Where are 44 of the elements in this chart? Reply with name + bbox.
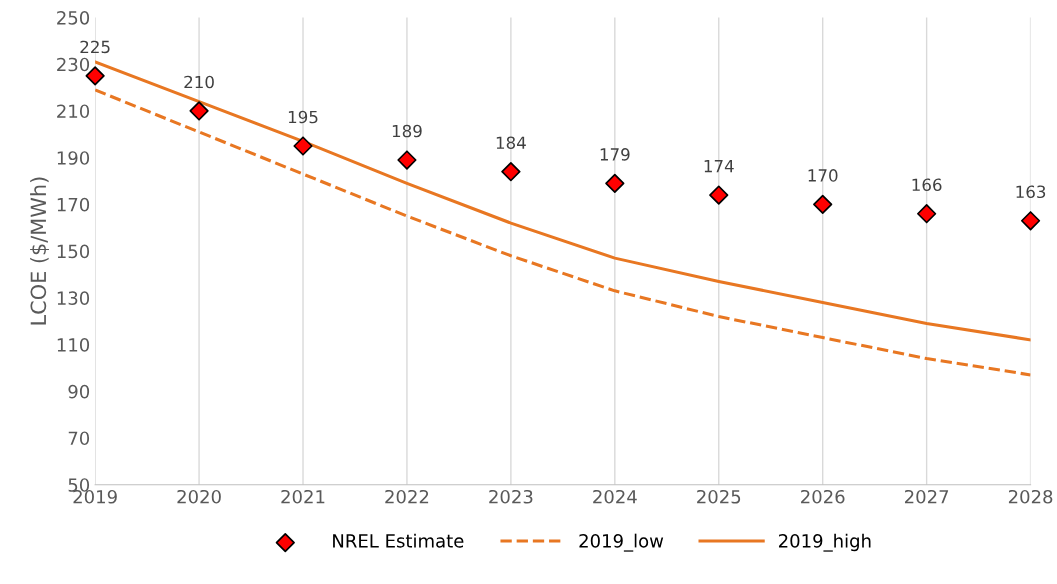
- data-label: 210: [184, 75, 214, 89]
- data-label: 225: [80, 40, 110, 54]
- y-axis-title: LCOE ($/MWh): [30, 177, 49, 325]
- x-tick-label: 2020: [177, 489, 221, 504]
- x-tick-label: 2027: [904, 489, 949, 504]
- data-label: 195: [288, 110, 318, 124]
- point: [605, 173, 625, 193]
- x-tick-label: 2023: [489, 489, 533, 504]
- x-tick-label: 2025: [697, 489, 741, 504]
- y-tick-label: 150: [57, 244, 90, 259]
- data-label: 174: [704, 159, 734, 173]
- y-tick-label: 250: [57, 10, 90, 25]
- x-tick-label: 2021: [281, 489, 325, 504]
- data-label: 189: [392, 124, 422, 138]
- data-label: 163: [1016, 185, 1046, 199]
- data-label: 170: [808, 169, 838, 182]
- data-label: 166: [912, 178, 942, 192]
- x-tick-label: 2019: [73, 489, 117, 504]
- legend-label: 2019_low: [579, 533, 664, 552]
- y-tick-label: 110: [57, 338, 90, 352]
- point: [917, 204, 937, 224]
- y-tick-label: 50: [68, 478, 90, 492]
- y-tick-label: 170: [57, 197, 90, 212]
- x-tick-label: 2024: [593, 489, 637, 504]
- y-tick-label: 230: [57, 57, 90, 72]
- legend-label: NREL Estimate: [333, 533, 464, 548]
- y-tick-label: 70: [68, 431, 90, 446]
- y-tick-label: 130: [57, 291, 90, 305]
- point: [709, 185, 729, 205]
- point: [1020, 211, 1041, 231]
- x-tick-label: 2026: [801, 489, 845, 504]
- point: [813, 194, 833, 215]
- point: [189, 101, 209, 121]
- data-label: 179: [600, 148, 630, 161]
- point: [397, 150, 417, 170]
- data-label: 184: [496, 136, 526, 150]
- x-tick-label: 2022: [385, 489, 429, 504]
- x-tick-label: 2028: [1008, 489, 1053, 504]
- y-tick-label: 90: [68, 384, 90, 399]
- y-tick-label: 210: [57, 104, 90, 119]
- legend-label: 2019_high: [778, 533, 871, 552]
- point: [293, 136, 313, 156]
- y-tick-label: 190: [57, 151, 90, 165]
- point: [501, 162, 521, 182]
